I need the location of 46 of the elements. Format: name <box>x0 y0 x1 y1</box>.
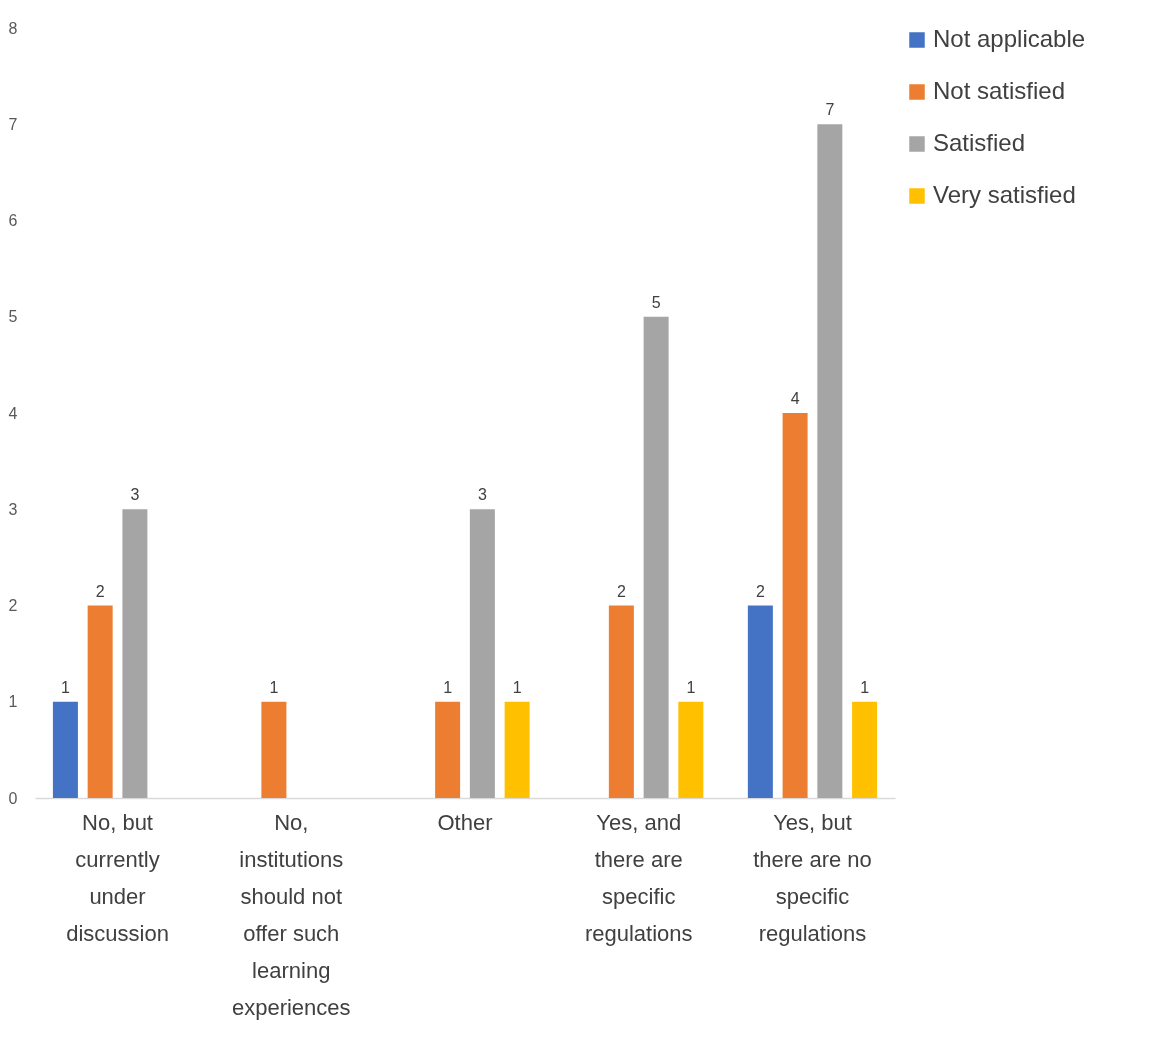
y-tick-label: 8 <box>8 19 18 37</box>
bar <box>643 316 669 798</box>
data-label: 5 <box>651 293 661 311</box>
bar <box>52 701 78 798</box>
data-label: 1 <box>269 678 279 696</box>
x-tick-label: No, but currently under discussion <box>66 809 169 946</box>
y-tick-label: 2 <box>8 597 18 614</box>
bar <box>469 509 495 798</box>
data-label: 1 <box>60 678 70 696</box>
bar <box>852 701 878 798</box>
data-label: 1 <box>860 678 870 696</box>
legend-label: Not applicable <box>933 25 1086 52</box>
y-tick-label: 5 <box>8 308 18 326</box>
data-label: 2 <box>755 582 765 600</box>
bar <box>435 701 461 798</box>
x-tick-label: No, institutions should not offer such learning experiences <box>231 809 351 1020</box>
legend-label: Not satisfied <box>933 77 1066 104</box>
bar <box>87 605 113 798</box>
data-label: 1 <box>512 678 522 696</box>
bar <box>608 605 634 798</box>
y-tick-label: 7 <box>8 115 18 133</box>
data-label: 7 <box>825 101 835 119</box>
legend-label: Very satisfied <box>933 181 1076 208</box>
bar <box>678 701 704 798</box>
legend-label: Satisfied <box>933 129 1026 156</box>
y-tick-label: 0 <box>8 789 18 807</box>
x-tick-label: Yes, but there are no specific regulations <box>753 809 872 946</box>
x-tick-label: Other <box>437 809 493 835</box>
data-label: 3 <box>477 486 487 504</box>
bar <box>504 701 530 798</box>
data-label: 1 <box>686 678 696 696</box>
bar <box>817 124 843 798</box>
data-label: 2 <box>95 582 105 600</box>
y-tick-label: 6 <box>8 212 18 229</box>
y-tick-label: 1 <box>8 693 18 711</box>
data-label: 1 <box>443 678 453 696</box>
bar <box>747 605 773 798</box>
y-tick-label: 4 <box>8 404 18 422</box>
x-tick-label: Yes, and there are specific regulations <box>584 809 693 946</box>
data-label: 2 <box>616 582 626 600</box>
data-label: 4 <box>790 390 800 407</box>
data-label: 3 <box>130 486 140 504</box>
bar <box>261 701 287 798</box>
bar <box>782 413 808 798</box>
y-tick-label: 3 <box>8 500 18 518</box>
bar <box>122 509 148 798</box>
